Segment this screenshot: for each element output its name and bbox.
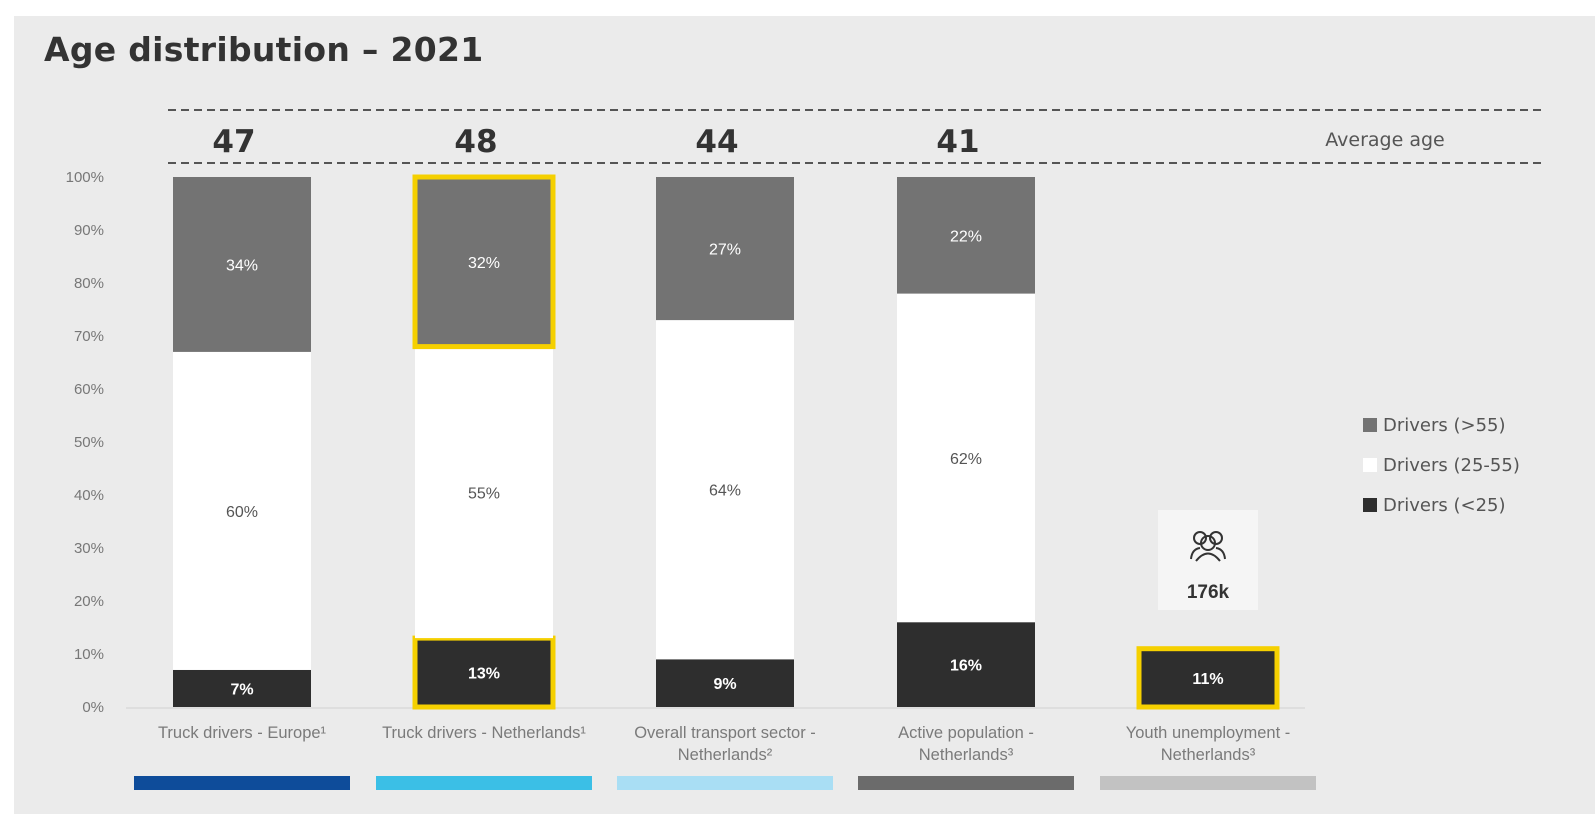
y-tick-label: 50% (74, 434, 104, 451)
x-tick-label: Truck drivers - Netherlands¹ (382, 724, 586, 742)
bar-data-label: 64% (709, 483, 741, 500)
y-tick-label: 40% (74, 487, 104, 504)
bar-data-label: 32% (468, 255, 500, 272)
bar-segment (173, 177, 311, 352)
y-tick-label: 90% (74, 222, 104, 239)
average-age-value: 48 (454, 124, 497, 160)
legend-label: Drivers (25-55) (1383, 455, 1520, 476)
people-icon (1190, 531, 1226, 562)
x-tick-label: Youth unemployment - (1126, 724, 1291, 742)
average-age-value: 47 (212, 124, 255, 160)
callout-box (1158, 510, 1258, 610)
bar-segment (173, 669, 311, 707)
x-tick-label: Netherlands³ (1161, 746, 1256, 764)
bar-data-label: 22% (950, 228, 982, 245)
y-tick-label: 30% (74, 540, 104, 557)
x-tick-label: Netherlands² (678, 746, 773, 764)
bar-data-label: 62% (950, 451, 982, 468)
bar-data-label: 27% (709, 242, 741, 259)
category-color-bar (1100, 776, 1316, 790)
bar-segment (897, 293, 1035, 623)
bar-data-label: 16% (950, 658, 982, 675)
category-color-bar (134, 776, 350, 790)
bar-segment (656, 659, 794, 707)
legend-swatch (1363, 418, 1377, 432)
bar-data-label: 55% (468, 485, 500, 502)
legend-label: Drivers (<25) (1383, 495, 1506, 516)
x-tick-label: Netherlands³ (919, 746, 1014, 764)
bar-data-label: 9% (713, 676, 736, 693)
average-age-label: Average age (1325, 129, 1444, 151)
average-age-value: 41 (936, 124, 979, 160)
bar-segment (415, 346, 553, 639)
bar-data-label: 34% (226, 257, 258, 274)
bar-segment (897, 177, 1035, 294)
chart-title: Age distribution – 2021 (44, 30, 484, 69)
category-color-bar (617, 776, 833, 790)
y-tick-label: 80% (74, 275, 104, 292)
bar-data-label: 13% (468, 666, 500, 683)
bar-segment (1136, 646, 1280, 710)
y-tick-label: 70% (74, 328, 104, 345)
y-tick-label: 10% (74, 646, 104, 663)
y-tick-label: 20% (74, 593, 104, 610)
x-tick-label: Active population - (898, 724, 1034, 742)
bar-segment (897, 622, 1035, 707)
y-tick-label: 100% (66, 169, 104, 186)
x-tick-label: Overall transport sector - (634, 724, 816, 742)
bar-data-label: 7% (230, 681, 253, 698)
bar-segment (173, 351, 311, 670)
callout-value: 176k (1187, 582, 1230, 603)
y-tick-label: 60% (74, 381, 104, 398)
y-tick-label: 0% (82, 699, 104, 716)
x-tick-label: Truck drivers - Europe¹ (158, 724, 327, 742)
category-color-bar (376, 776, 592, 790)
average-age-value: 44 (695, 124, 738, 160)
bar-data-label: 11% (1192, 671, 1223, 688)
bar-segment (412, 174, 556, 350)
bar-data-label: 60% (226, 504, 258, 521)
legend-swatch (1363, 498, 1377, 512)
bar-segment (656, 320, 794, 660)
category-color-bar (858, 776, 1074, 790)
legend-swatch (1363, 458, 1377, 472)
bar-segment (656, 177, 794, 321)
legend-label: Drivers (>55) (1383, 415, 1506, 436)
